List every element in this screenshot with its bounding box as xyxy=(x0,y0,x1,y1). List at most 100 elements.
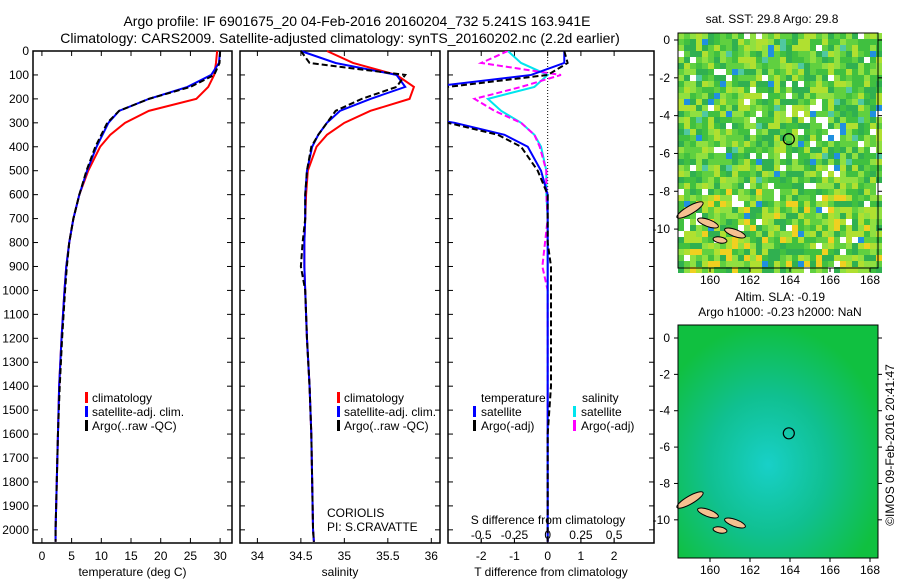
sst-cell xyxy=(846,243,852,249)
sst-cell xyxy=(840,45,846,51)
sst-cell xyxy=(816,141,822,147)
sst-cell xyxy=(756,93,762,99)
sst-cell xyxy=(750,81,756,87)
t-diff-argo xyxy=(448,51,569,542)
difference-legend: temperature salinity satellite Argo(-adj… xyxy=(471,391,635,527)
panel-frame xyxy=(447,50,655,544)
sst-cell xyxy=(702,141,708,147)
sst-cell xyxy=(798,57,804,63)
sst-cell xyxy=(786,153,792,159)
sst-cell xyxy=(798,189,804,195)
sst-cell xyxy=(804,87,810,93)
sst-cell xyxy=(768,33,774,39)
sst-cell xyxy=(714,141,720,147)
sst-cell xyxy=(768,123,774,129)
sst-cell xyxy=(810,237,816,243)
sst-cell xyxy=(780,177,786,183)
sst-cell xyxy=(744,171,750,177)
sst-cell xyxy=(786,225,792,231)
sst-cell xyxy=(846,129,852,135)
sst-cell xyxy=(828,39,834,45)
sst-cell xyxy=(750,105,756,111)
sst-cell xyxy=(774,195,780,201)
sst-cell xyxy=(834,69,840,75)
sst-cell xyxy=(690,261,696,267)
sst-cell xyxy=(840,177,846,183)
sst-cell xyxy=(720,231,726,237)
sst-cell xyxy=(786,159,792,165)
sst-cell xyxy=(678,165,684,171)
argo-location-marker xyxy=(782,133,795,146)
sst-cell xyxy=(738,237,744,243)
sst-cell xyxy=(870,111,876,117)
sst-cell xyxy=(876,45,882,51)
sst-cell xyxy=(876,159,882,165)
sst-cell xyxy=(864,225,870,231)
sst-cell xyxy=(774,225,780,231)
sst-cell xyxy=(744,207,750,213)
sst-cell xyxy=(876,249,882,255)
sst-cell xyxy=(876,63,882,69)
sst-cell xyxy=(816,189,822,195)
sst-cell xyxy=(870,63,876,69)
sst-cell xyxy=(798,75,804,81)
sst-cell xyxy=(702,147,708,153)
sst-cell xyxy=(756,213,762,219)
sst-cell xyxy=(864,81,870,87)
sst-cell xyxy=(804,267,810,273)
sst-cell xyxy=(858,69,864,75)
sst-cell xyxy=(822,255,828,261)
sst-cell xyxy=(816,81,822,87)
sst-cell xyxy=(798,111,804,117)
x-tick-label: 160 xyxy=(700,563,720,577)
sst-cell xyxy=(858,141,864,147)
x-tick-label: 35.5 xyxy=(376,549,400,563)
sst-cell xyxy=(762,63,768,69)
sst-cell xyxy=(750,267,756,273)
sst-cell xyxy=(696,147,702,153)
sst-cell xyxy=(852,177,858,183)
legend-temperature: temperature xyxy=(481,391,546,405)
sst-cell xyxy=(804,45,810,51)
sst-cell xyxy=(828,267,834,273)
sst-cell xyxy=(816,57,822,63)
sst-cell xyxy=(870,195,876,201)
sst-cell xyxy=(798,231,804,237)
sst-cell xyxy=(858,237,864,243)
legend-sat: satellite-adj. clim. xyxy=(92,405,184,419)
sst-cell xyxy=(864,75,870,81)
sst-cell xyxy=(702,165,708,171)
sst-cell xyxy=(822,159,828,165)
sst-cell xyxy=(798,177,804,183)
legend-swatch-sat xyxy=(337,406,340,417)
sst-cell xyxy=(864,189,870,195)
sst-cell xyxy=(846,69,852,75)
sst-cell xyxy=(786,135,792,141)
sst-cell xyxy=(792,177,798,183)
sst-cell xyxy=(816,201,822,207)
sst-cell xyxy=(810,51,816,57)
sst-cell xyxy=(678,45,684,51)
sst-cell xyxy=(810,45,816,51)
sst-cell xyxy=(834,255,840,261)
sst-cell xyxy=(816,171,822,177)
sst-cell xyxy=(822,39,828,45)
sst-cell xyxy=(876,141,882,147)
sst-cell xyxy=(840,255,846,261)
sst-cell xyxy=(762,237,768,243)
sst-cell xyxy=(852,129,858,135)
sst-cell xyxy=(768,141,774,147)
sst-cell xyxy=(876,129,882,135)
sst-cell xyxy=(846,165,852,171)
legend-swatch-clim xyxy=(337,392,340,403)
sst-cell xyxy=(876,111,882,117)
sst-cell xyxy=(810,111,816,117)
sst-cell xyxy=(804,237,810,243)
sst-cell xyxy=(714,111,720,117)
sst-cell xyxy=(684,135,690,141)
sst-cell xyxy=(828,33,834,39)
sst-cell xyxy=(702,123,708,129)
sst-cell xyxy=(714,219,720,225)
sst-cell xyxy=(678,159,684,165)
